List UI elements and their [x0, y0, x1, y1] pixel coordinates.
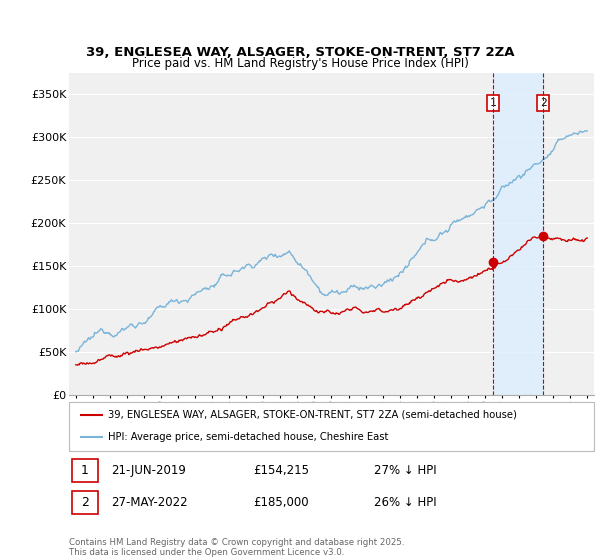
FancyBboxPatch shape [71, 491, 98, 514]
Text: 1: 1 [81, 464, 89, 477]
FancyBboxPatch shape [69, 402, 594, 451]
Text: Contains HM Land Registry data © Crown copyright and database right 2025.
This d: Contains HM Land Registry data © Crown c… [69, 538, 404, 557]
Text: 39, ENGLESEA WAY, ALSAGER, STOKE-ON-TRENT, ST7 2ZA: 39, ENGLESEA WAY, ALSAGER, STOKE-ON-TREN… [86, 46, 514, 59]
Text: HPI: Average price, semi-detached house, Cheshire East: HPI: Average price, semi-detached house,… [109, 432, 389, 442]
Text: 2: 2 [81, 496, 89, 509]
Text: £154,215: £154,215 [253, 464, 309, 477]
Text: 26% ↓ HPI: 26% ↓ HPI [373, 496, 436, 509]
Text: £185,000: £185,000 [253, 496, 308, 509]
FancyBboxPatch shape [71, 459, 98, 482]
Text: 1: 1 [490, 98, 496, 108]
Text: 27% ↓ HPI: 27% ↓ HPI [373, 464, 436, 477]
Text: Price paid vs. HM Land Registry's House Price Index (HPI): Price paid vs. HM Land Registry's House … [131, 57, 469, 70]
Bar [493, 73, 543, 395]
Text: 39, ENGLESEA WAY, ALSAGER, STOKE-ON-TRENT, ST7 2ZA (semi-detached house): 39, ENGLESEA WAY, ALSAGER, STOKE-ON-TREN… [109, 410, 517, 420]
Text: 27-MAY-2022: 27-MAY-2022 [111, 496, 188, 509]
Text: 2: 2 [539, 98, 547, 108]
Text: 21-JUN-2019: 21-JUN-2019 [111, 464, 186, 477]
